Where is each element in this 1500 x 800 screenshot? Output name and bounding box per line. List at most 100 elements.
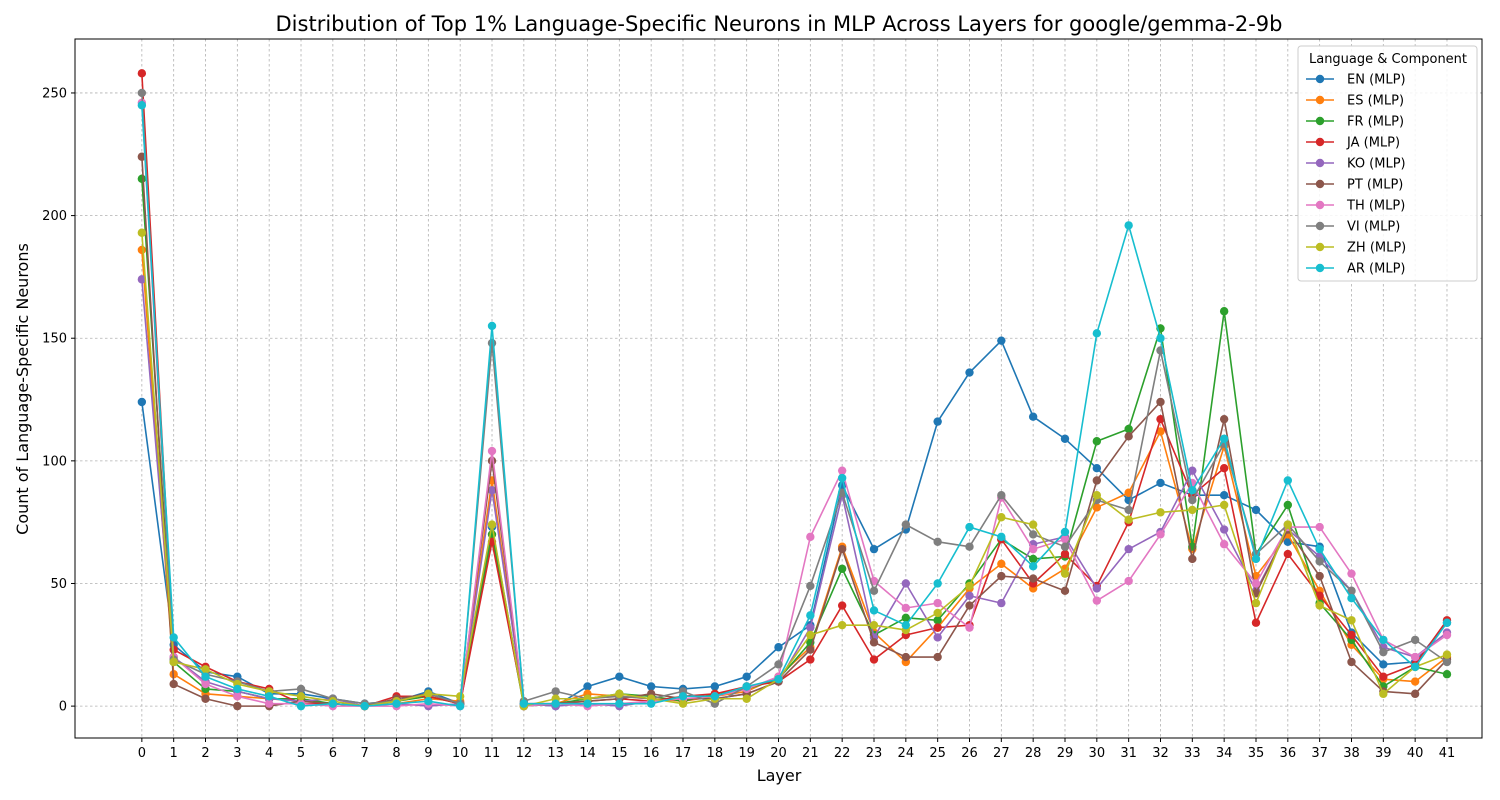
data-point-fr [1442, 670, 1452, 679]
data-point-ar [169, 633, 178, 642]
x-tick-label: 21 [802, 746, 819, 761]
data-point-ar [869, 606, 879, 615]
legend-marker [1315, 95, 1325, 105]
data-point-es [997, 559, 1006, 569]
legend-label: FR (MLP) [1347, 115, 1404, 130]
data-point-fr [1283, 500, 1293, 510]
x-tick-label: 26 [961, 746, 978, 761]
data-point-ar [233, 684, 242, 694]
legend-marker [1315, 200, 1325, 210]
x-tick-label: 8 [392, 746, 400, 761]
data-point-pt [837, 544, 847, 554]
x-tick-label: 19 [738, 746, 755, 761]
data-point-zh [615, 689, 624, 699]
data-point-pt [1315, 571, 1324, 581]
x-tick-label: 5 [297, 746, 305, 761]
data-point-ar [328, 699, 338, 708]
data-point-vi [1124, 505, 1133, 515]
data-point-ar [1060, 527, 1070, 537]
data-point-vi [1188, 495, 1197, 505]
legend-item-pt: PT (MLP) [1306, 178, 1403, 193]
y-tick-label: 150 [42, 332, 67, 347]
data-point-zh [837, 620, 847, 630]
data-point-zh [997, 513, 1006, 522]
data-point-ja [1283, 549, 1293, 559]
data-point-th [901, 603, 911, 613]
data-point-en [965, 368, 974, 377]
data-point-ja [1156, 414, 1165, 424]
data-point-ar [1124, 221, 1133, 230]
data-point-ar [806, 611, 815, 620]
data-point-pt [869, 638, 879, 647]
legend-label: ZH (MLP) [1347, 241, 1406, 256]
data-point-fr [1028, 554, 1038, 564]
data-point-ar [615, 699, 624, 708]
data-point-ar [742, 682, 751, 691]
data-point-ar [1315, 544, 1324, 554]
x-tick-label: 24 [898, 746, 915, 761]
data-point-pt [1347, 657, 1356, 667]
data-point-ar [933, 579, 942, 588]
x-tick-label: 7 [361, 746, 369, 761]
legend-label: TH (MLP) [1346, 199, 1405, 214]
data-point-pt [1124, 432, 1133, 441]
data-point-pt [997, 571, 1006, 581]
data-point-pt [901, 652, 911, 662]
data-point-ar [1251, 554, 1261, 564]
series-line-vi [141, 92, 1448, 705]
data-point-ko [806, 623, 815, 632]
legend-marker [1315, 221, 1325, 231]
data-point-en [583, 682, 592, 691]
data-point-en [615, 672, 624, 681]
data-point-th [837, 466, 847, 475]
x-tick-label: 30 [1089, 746, 1106, 761]
data-point-es [137, 245, 147, 255]
x-tick-label: 40 [1407, 746, 1424, 761]
data-point-zh [1283, 520, 1293, 529]
legend-label: KO (MLP) [1347, 157, 1406, 172]
data-point-pt [169, 679, 178, 689]
x-tick-label: 1 [170, 746, 178, 761]
data-point-ar [837, 473, 847, 483]
x-tick-label: 22 [834, 746, 851, 761]
data-point-ar [392, 699, 401, 708]
data-point-th [1410, 652, 1420, 662]
series-ar [137, 101, 1452, 711]
data-point-vi [1379, 647, 1388, 657]
data-point-vi [869, 586, 879, 596]
data-point-en [774, 643, 783, 652]
x-tick-label: 32 [1152, 746, 1169, 761]
data-point-zh [1124, 515, 1133, 524]
data-point-en [1028, 412, 1038, 421]
data-point-ar [360, 701, 369, 711]
data-point-zh [169, 657, 178, 667]
x-tick-label: 2 [201, 746, 209, 761]
data-point-ja [806, 655, 815, 664]
data-point-en [1379, 660, 1388, 669]
x-tick-label: 27 [993, 746, 1010, 761]
data-point-ar [646, 699, 656, 708]
data-point-vi [1060, 542, 1070, 551]
legend-title: Language & Component [1309, 52, 1467, 67]
legend-item-es: ES (MLP) [1306, 94, 1404, 109]
data-point-vi [837, 488, 847, 497]
x-tick-label: 35 [1248, 746, 1265, 761]
data-point-ko [965, 591, 974, 600]
data-point-es [1092, 503, 1102, 512]
legend-marker [1315, 74, 1325, 84]
data-point-th [1156, 530, 1165, 539]
data-point-pt [1060, 586, 1070, 596]
legend-label: EN (MLP) [1347, 73, 1406, 88]
data-point-zh [1379, 689, 1388, 699]
x-tick-label: 14 [579, 746, 596, 761]
x-tick-label: 34 [1216, 746, 1233, 761]
data-point-ar [1410, 662, 1420, 672]
data-point-en [1060, 434, 1070, 443]
data-point-vi [296, 684, 306, 694]
x-tick-label: 31 [1120, 746, 1137, 761]
data-point-ko [997, 598, 1006, 608]
legend-label: JA (MLP) [1346, 136, 1400, 151]
data-point-zh [742, 694, 751, 703]
